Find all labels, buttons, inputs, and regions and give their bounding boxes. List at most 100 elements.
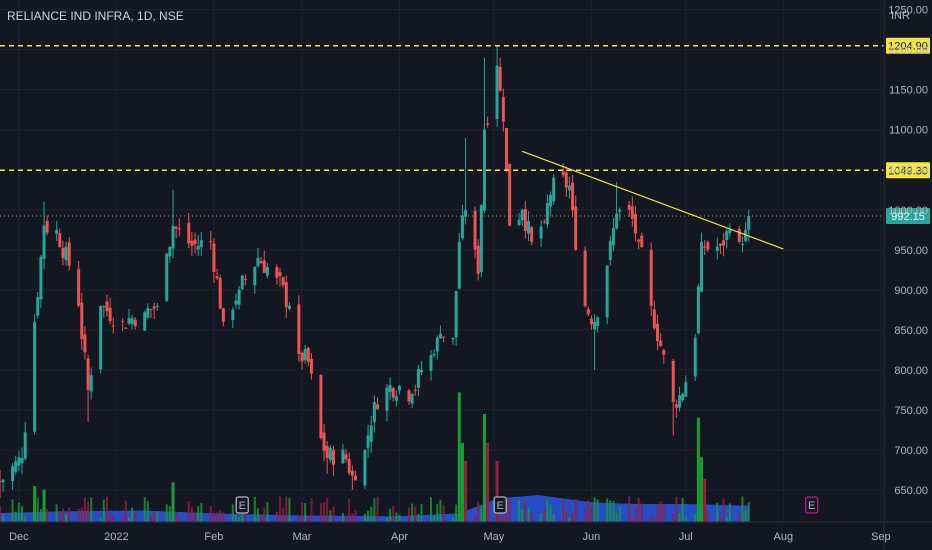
candle-body (83, 334, 87, 353)
volume-bar (615, 512, 618, 522)
x-tick-label: Dec (9, 531, 29, 543)
volume-bar (14, 511, 17, 522)
volume-bar (99, 517, 102, 522)
candle-body (39, 256, 43, 300)
volume-bar (61, 508, 64, 522)
volume-bar (112, 515, 115, 522)
x-tick-label: Mar (293, 531, 312, 543)
candle-body (429, 355, 433, 371)
volume-bar (565, 510, 568, 522)
candle-body (171, 225, 175, 249)
volume-bar (590, 505, 593, 522)
candle-body (567, 185, 571, 191)
volume-bar (345, 515, 348, 522)
candle-body (671, 361, 675, 402)
candle-body (740, 243, 744, 245)
volume-bar (319, 503, 322, 522)
earnings-marker-label: E (497, 500, 504, 512)
candle-body (442, 336, 446, 338)
volume-bar (348, 498, 351, 522)
y-tick-label: 1250.00 (888, 5, 928, 17)
candle-body (539, 226, 543, 239)
candle-body (253, 266, 257, 286)
y-tick-label: 700.00 (894, 445, 928, 457)
volume-bar (694, 513, 697, 522)
candle-body (45, 220, 49, 233)
trendline (522, 150, 784, 250)
volume-bar (540, 513, 543, 522)
volume-bar (197, 506, 200, 522)
volume-bar (527, 507, 530, 522)
candle-body (438, 333, 442, 339)
volume-bar (744, 509, 747, 522)
volume-bar (546, 498, 549, 522)
y-tick-label: 800.00 (894, 365, 928, 377)
candle-body (376, 404, 380, 410)
volume-bar (367, 510, 370, 522)
candle-body (303, 348, 307, 361)
candle-body (350, 470, 354, 476)
candle-body (99, 305, 103, 370)
volume-bar (398, 514, 401, 522)
price-level-tag (886, 37, 930, 54)
candle-body (605, 265, 609, 318)
candle-body (133, 319, 137, 327)
volume-bar (285, 496, 288, 522)
candle-body (633, 213, 637, 234)
earnings-marker-label: E (239, 500, 246, 512)
candle-body (407, 390, 411, 402)
candle-body (221, 308, 225, 322)
candle-body (385, 387, 389, 411)
candle-body (20, 457, 24, 464)
volume-bar (706, 510, 709, 522)
candle-body (149, 308, 153, 310)
x-tick-label: Feb (204, 531, 223, 543)
volume-bar (452, 517, 455, 522)
x-tick-label: Jun (583, 531, 601, 543)
volume-bar (102, 499, 105, 522)
candle-body (615, 213, 619, 229)
volume-bar (87, 501, 90, 522)
volume-spike (700, 457, 704, 522)
volume-bar (741, 496, 744, 522)
candle-body (287, 305, 291, 309)
volume-bar (326, 497, 329, 522)
volume-bar (241, 513, 244, 522)
candle-body (737, 228, 741, 242)
y-tick-label: 1050.00 (888, 165, 928, 177)
volume-spike (171, 482, 175, 522)
volume-bar (216, 512, 219, 522)
volume-bar (719, 517, 722, 522)
candle-body (353, 475, 357, 481)
candle-body (589, 318, 593, 325)
candle-body (322, 432, 326, 451)
x-tick-label: 2022 (104, 531, 128, 543)
candle-body (36, 297, 40, 316)
candle-body (416, 369, 420, 388)
candle-body (662, 350, 666, 355)
volume-bar (508, 498, 511, 522)
candle-body (545, 203, 549, 225)
candle-body (80, 302, 84, 340)
candle-body (341, 449, 345, 464)
candle-body (473, 210, 477, 250)
candle-body (398, 385, 402, 391)
candle-body (42, 225, 46, 259)
candle-body (593, 321, 597, 330)
candle-body (457, 241, 461, 289)
volume-bar (637, 497, 640, 522)
volume-bar (392, 506, 395, 522)
volume-bar (219, 509, 222, 522)
candle-body (564, 172, 568, 188)
candle-body (259, 261, 263, 264)
candle-body (504, 127, 508, 171)
volume-bar (200, 503, 203, 522)
candle-body (527, 221, 531, 234)
earnings-marker-box (493, 496, 507, 514)
candle-body (369, 425, 373, 442)
candle-body (309, 358, 313, 374)
level-layer: 1204.90 1049.30 992.15 (0, 37, 930, 250)
volume-spike (460, 442, 464, 522)
candle-body (174, 226, 178, 229)
